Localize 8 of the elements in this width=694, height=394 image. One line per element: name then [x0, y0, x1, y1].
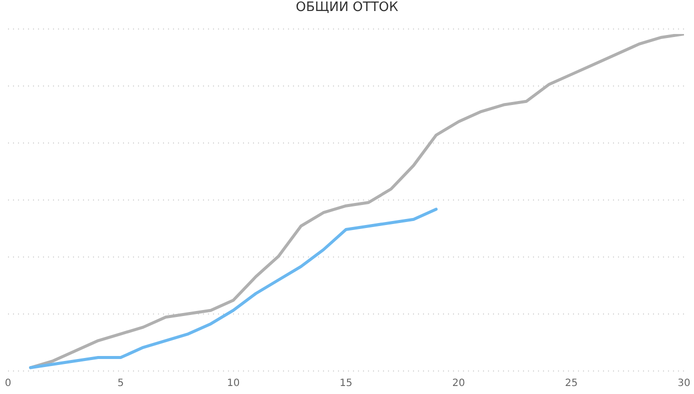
x-tick-label: 0 [4, 378, 12, 390]
x-tick-label: 30 [678, 378, 690, 390]
x-tick-label: 5 [117, 378, 124, 390]
x-tick-label: 15 [340, 378, 352, 390]
x-tick-label: 25 [564, 378, 578, 390]
x-tick-label: 20 [452, 378, 466, 390]
chart-title: ОБЩИИ ОТТОК [294, 0, 400, 16]
x-tick-label: 10 [226, 378, 240, 390]
